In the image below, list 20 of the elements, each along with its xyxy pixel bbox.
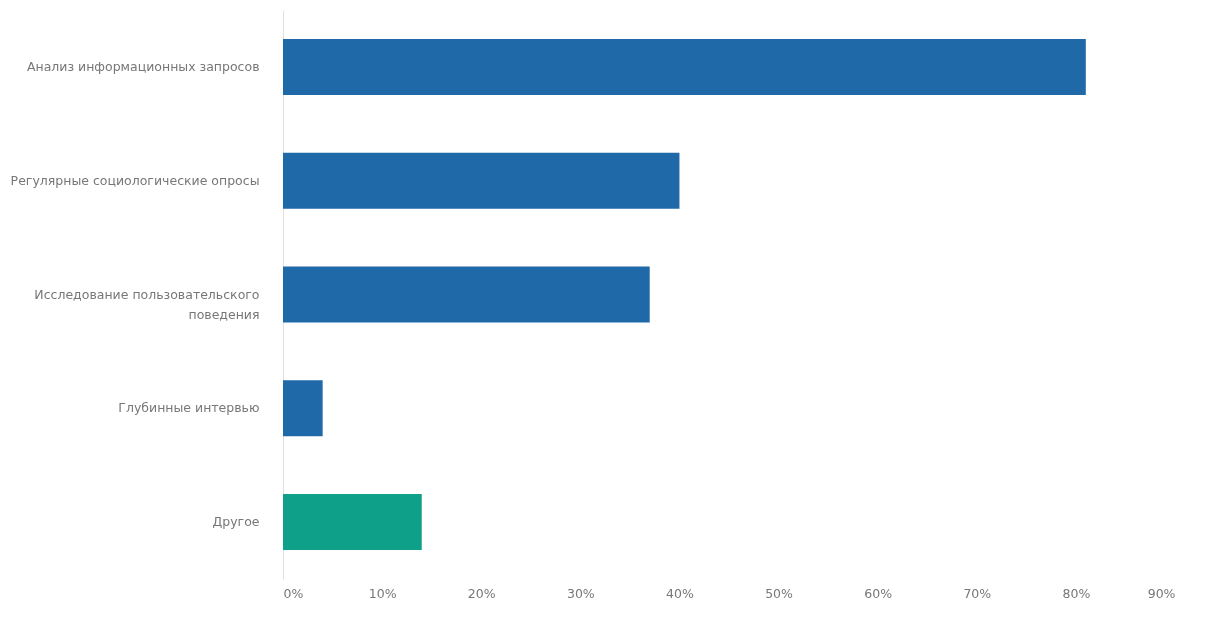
x-tick-label: 40%	[666, 585, 694, 601]
y-tick-label: Регулярные социологические опросы	[10, 172, 260, 188]
x-tick-label: 50%	[765, 585, 794, 601]
x-tick-label: 80%	[1062, 585, 1091, 601]
bar	[283, 38, 1086, 95]
x-tick-label: 70%	[963, 585, 992, 601]
bar	[283, 266, 650, 323]
y-tick-label: Анализ информационных запросов	[26, 58, 260, 74]
bar	[283, 494, 422, 551]
bar	[283, 152, 680, 209]
x-tick-label: 60%	[864, 585, 893, 601]
x-tick-label: 10%	[368, 585, 397, 601]
y-tick-label: Другое	[212, 514, 260, 530]
x-tick-label: 20%	[467, 585, 496, 601]
y-tick-label: Глубинные интервью	[118, 400, 260, 416]
x-tick-label: 0%	[283, 585, 304, 601]
y-tick-label: Исследование пользовательского поведения	[34, 286, 260, 322]
x-tick-label: 30%	[566, 585, 595, 601]
x-tick-label: 90%	[1147, 585, 1176, 601]
bar	[283, 380, 323, 437]
